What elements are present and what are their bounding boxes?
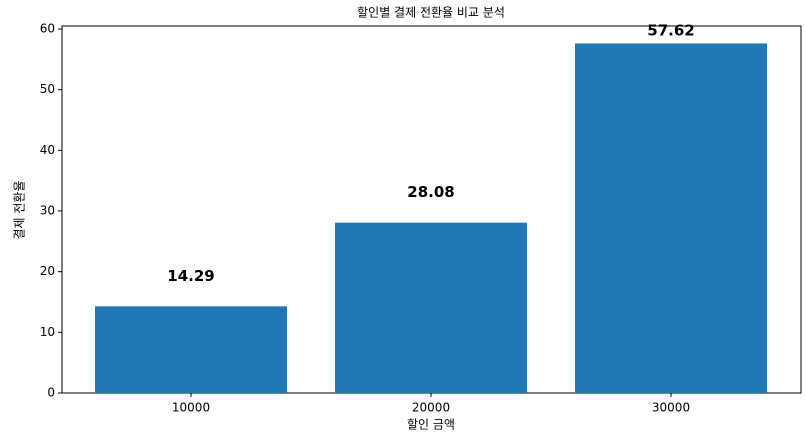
value-label: 57.62 xyxy=(647,22,694,40)
bar xyxy=(95,306,287,393)
x-tick-label: 30000 xyxy=(652,401,690,415)
x-axis-label: 할인 금액 xyxy=(407,418,455,432)
x-tick-label: 10000 xyxy=(172,401,210,415)
y-tick-label: 60 xyxy=(40,22,55,36)
y-tick-label: 10 xyxy=(40,325,55,339)
value-label: 28.08 xyxy=(407,183,454,201)
y-tick-label: 40 xyxy=(40,143,55,157)
chart-title: 할인별 결제 전환율 비교 분석 xyxy=(357,6,505,20)
bar xyxy=(575,43,767,394)
y-tick-label: 0 xyxy=(47,386,55,400)
y-axis-label: 결제 전환율 xyxy=(13,180,27,239)
y-tick-label: 50 xyxy=(40,82,55,96)
y-tick-label: 20 xyxy=(40,264,55,278)
bar xyxy=(335,222,527,393)
x-tick-label: 20000 xyxy=(412,401,450,415)
value-label: 14.29 xyxy=(167,267,214,285)
y-tick-label: 30 xyxy=(40,204,55,218)
